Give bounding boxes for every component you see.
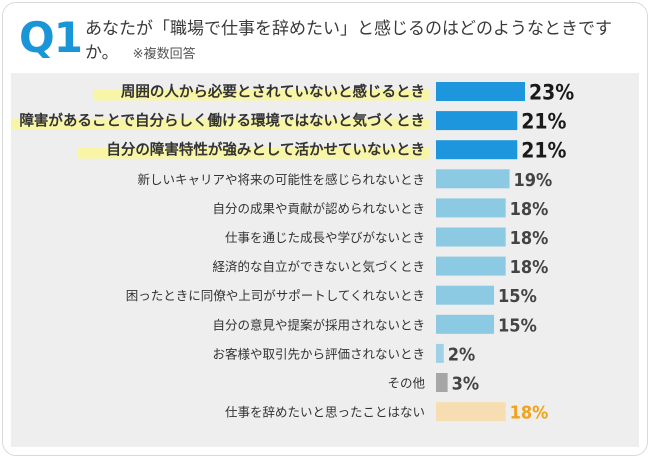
bar — [436, 314, 495, 334]
label-highlight — [93, 89, 430, 101]
category-label: 困ったときに同僚や上司がサポートしてくれないとき — [126, 288, 425, 303]
bar — [436, 227, 506, 247]
value-label: 23% — [529, 81, 574, 105]
question-header: Q1 あなたが「職場で仕事を辞めたい」と感じるのはどのようなときですか。 ※複数回… — [3, 3, 647, 73]
bar-chart: 周囲の人から必要とされていないと感じるとき 23% 障害があることで自分らしく働ける… — [11, 81, 574, 424]
bar — [436, 373, 448, 392]
value-label: 18% — [510, 257, 549, 278]
chart-panel: 周囲の人から必要とされていないと感じるとき 23% 障害があることで自分らしく働ける… — [11, 73, 639, 447]
value-label: 15% — [498, 286, 537, 307]
category-label: 障害があることで自分らしく働ける環境ではないと気づくとき — [19, 112, 425, 130]
bar — [436, 140, 518, 160]
bar — [436, 169, 510, 189]
category-label: その他 — [387, 376, 425, 391]
category-label: 自分の障害特性が強みとして活かせていないとき — [106, 141, 425, 159]
bar — [436, 256, 506, 276]
bar — [436, 82, 525, 101]
category-label: 経済的な自立ができないと気づくとき — [212, 259, 425, 274]
value-label: 18% — [510, 228, 549, 249]
value-label: 15% — [498, 315, 537, 336]
value-label: 18% — [510, 403, 549, 424]
value-label: 21% — [521, 139, 566, 163]
question-number: Q1 — [19, 13, 83, 62]
category-label: 自分の意見や提案が採用されないとき — [212, 317, 425, 332]
value-label: 19% — [514, 170, 553, 191]
question-title: あなたが「職場で仕事を辞めたい」と感じるのはどのようなときですか。 — [85, 19, 612, 63]
value-label: 2% — [448, 344, 476, 365]
category-label: 自分の成果や貢献が認められないとき — [212, 201, 425, 216]
value-label: 3% — [452, 374, 480, 395]
bar — [436, 402, 506, 422]
bar — [436, 343, 444, 363]
question-text: あなたが「職場で仕事を辞めたい」と感じるのはどのようなときですか。 ※複数回答 — [85, 17, 635, 67]
category-label: 新しいキャリアや将来の可能性を感じられないとき — [137, 172, 425, 187]
label-highlight — [77, 147, 430, 159]
category-label: 周囲の人から必要とされていないと感じるとき — [121, 83, 425, 101]
bar — [436, 111, 518, 131]
category-label: お客様や取引先から評価されないとき — [212, 346, 425, 361]
bar — [436, 198, 506, 218]
value-label: 21% — [521, 110, 566, 134]
category-label: 仕事を通じた成長や学びがないとき — [225, 230, 425, 245]
value-label: 18% — [510, 199, 549, 220]
bar — [436, 285, 495, 305]
label-highlight — [11, 118, 429, 130]
question-note: ※複数回答 — [132, 47, 196, 62]
category-label: 仕事を辞めたいと思ったことはない — [225, 405, 425, 420]
